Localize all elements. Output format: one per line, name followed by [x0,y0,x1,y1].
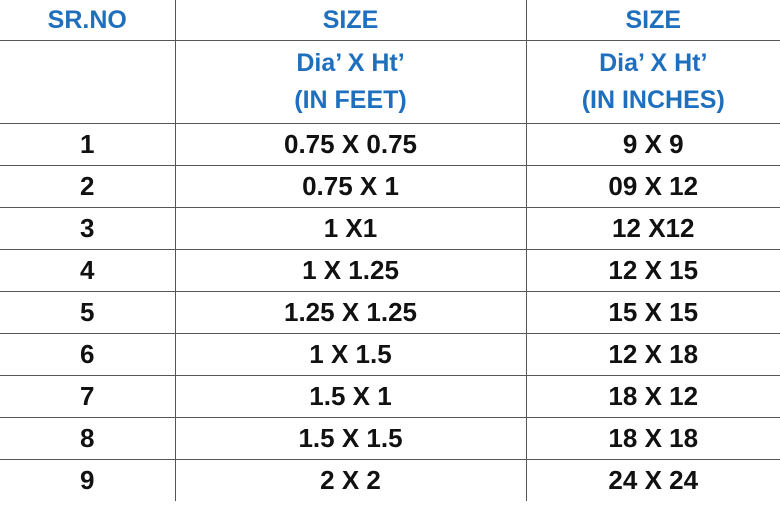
table-row: 2 0.75 X 1 09 X 12 [0,165,780,208]
size-inches-cell: 12 X 18 [525,333,780,376]
size-inches-cell: 18 X 18 [525,417,780,460]
size-feet-cell: 1.5 X 1 [174,375,526,418]
size-feet-subheader: Dia’ X Ht’ (IN FEET) [174,40,526,124]
table-row: 5 1.25 X 1.25 15 X 15 [0,291,780,334]
sr-no-cell: 5 [0,291,175,334]
size-inches-cell: 18 X 12 [525,375,780,418]
size-feet-cell: 1 X1 [174,207,526,250]
size-feet-header: SIZE [174,0,526,41]
size-feet-cell: 2 X 2 [174,459,526,501]
size-inches-header: SIZE [525,0,780,41]
size-feet-cell: 1 X 1.5 [174,333,526,376]
size-inches-cell: 12 X12 [525,207,780,250]
inches-dimension-label: Dia’ X Ht’ [599,49,708,77]
sr-no-cell: 6 [0,333,175,376]
table-row: 9 2 X 2 24 X 24 [0,459,780,501]
table-header: SR.NO SIZE SIZE Dia’ X Ht’ (IN FEET) Dia… [0,0,780,124]
header-row: SR.NO SIZE SIZE [0,0,780,41]
size-feet-cell: 1.5 X 1.5 [174,417,526,460]
table-row: 8 1.5 X 1.5 18 X 18 [0,417,780,460]
size-feet-cell: 1 X 1.25 [174,249,526,292]
feet-dimension-label: Dia’ X Ht’ [296,49,405,77]
size-inches-cell: 15 X 15 [525,291,780,334]
table-row: 7 1.5 X 1 18 X 12 [0,375,780,418]
subheader-row: Dia’ X Ht’ (IN FEET) Dia’ X Ht’ (IN INCH… [0,40,780,124]
table-row: 3 1 X1 12 X12 [0,207,780,250]
size-feet-cell: 0.75 X 1 [174,165,526,208]
table-row: 1 0.75 X 0.75 9 X 9 [0,123,780,166]
table-body: 1 0.75 X 0.75 9 X 9 2 0.75 X 1 09 X 12 3… [0,123,780,501]
size-inches-cell: 24 X 24 [525,459,780,501]
sr-no-header: SR.NO [47,5,127,34]
size-feet-cell: 0.75 X 0.75 [174,123,526,166]
table-row: 6 1 X 1.5 12 X 18 [0,333,780,376]
size-inches-subheader: Dia’ X Ht’ (IN INCHES) [525,40,780,124]
sr-no-subheader [0,40,175,124]
sr-no-cell: 1 [0,123,175,166]
feet-unit-label: (IN FEET) [294,86,407,114]
sr-no-cell: 9 [0,459,175,501]
size-inches-cell: 12 X 15 [525,249,780,292]
sr-no-cell: 3 [0,207,175,250]
inches-unit-label: (IN INCHES) [581,86,725,114]
sr-no-cell: 7 [0,375,175,418]
table-row: 4 1 X 1.25 12 X 15 [0,249,780,292]
size-inches-cell: 09 X 12 [525,165,780,208]
sr-no-cell: 4 [0,249,175,292]
size-feet-cell: 1.25 X 1.25 [174,291,526,334]
size-inches-cell: 9 X 9 [525,123,780,166]
sr-no-cell: 2 [0,165,175,208]
sr-no-cell: 8 [0,417,175,460]
